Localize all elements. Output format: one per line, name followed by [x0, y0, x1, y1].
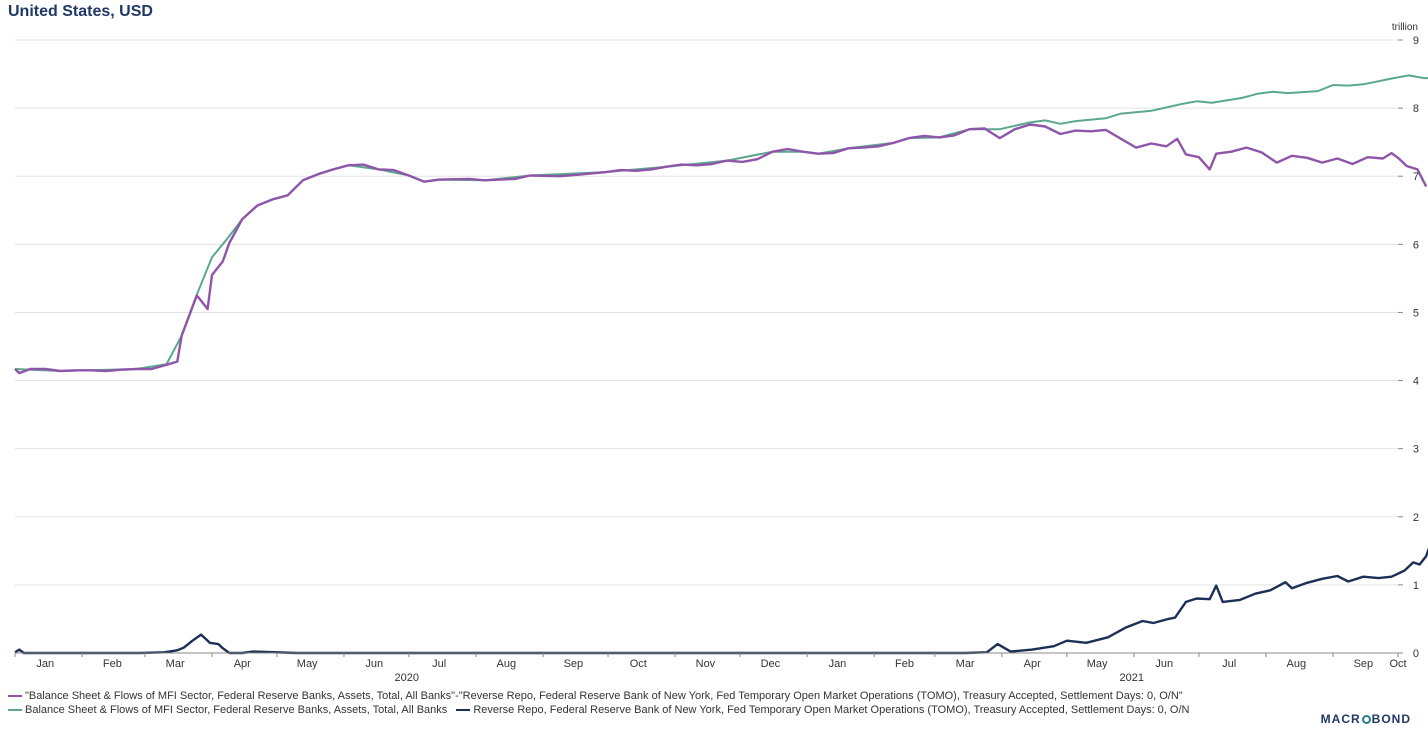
x-tick-label: Feb [103, 658, 122, 670]
x-tick-label: Feb [895, 658, 914, 670]
legend-item-repo: Reverse Repo, Federal Reserve Bank of Ne… [456, 704, 1189, 716]
x-tick-label: Aug [1286, 658, 1306, 670]
x-tick-label: Jan [829, 658, 847, 670]
y-tick-label: 9 [1413, 35, 1419, 47]
x-tick-label: Mar [166, 658, 185, 670]
legend-swatch-repo [456, 709, 471, 712]
y-tick-label: 3 [1413, 444, 1419, 456]
legend-label-diff: "Balance Sheet & Flows of MFI Sector, Fe… [25, 690, 1183, 702]
x-tick-label: Apr [234, 658, 251, 670]
y-tick-label: 2 [1413, 512, 1419, 524]
x-tick-label: Oct [1389, 658, 1406, 670]
chart-title: United States, USD [8, 3, 153, 20]
grid [15, 39, 1398, 654]
x-year-label: 2020 [394, 672, 418, 684]
x-tick-label: Jul [1222, 658, 1236, 670]
x-tick-label: Aug [497, 658, 517, 670]
series-line-diff [14, 123, 1428, 375]
x-tick-label: Sep [564, 658, 584, 670]
x-tick-label: Nov [696, 658, 716, 670]
series-line-assets [14, 74, 1428, 372]
x-tick-label: Jun [1155, 658, 1173, 670]
legend-label-repo: Reverse Repo, Federal Reserve Bank of Ne… [473, 704, 1190, 716]
axes: 0 1 2 3 4 5 6 7 8 9 trillion Jan Feb Mar Apr May Jun Jul A… [14, 22, 1419, 684]
y-unit-label: trillion [1392, 22, 1418, 33]
y-tick-label: 5 [1413, 307, 1419, 319]
legend-swatch-assets [8, 709, 22, 712]
x-tick-label: Dec [761, 658, 781, 670]
legend-swatch-diff [8, 695, 22, 698]
x-tick-label: Apr [1024, 658, 1041, 670]
y-tick-label: 6 [1413, 239, 1419, 251]
x-year-label: 2021 [1120, 672, 1144, 684]
macrobond-logo: MACR BOND [1320, 712, 1411, 726]
series-line-repo [14, 547, 1428, 655]
x-tick-label: May [1087, 658, 1108, 670]
x-tick-label: Jan [36, 658, 54, 670]
legend-label-assets: Balance Sheet & Flows of MFI Sector, Fed… [25, 704, 448, 716]
line-chart: 0 1 2 3 4 5 6 7 8 9 trillion Jan Feb Mar Apr May Jun Jul A… [14, 22, 1428, 684]
y-tick-label: 7 [1413, 171, 1419, 183]
x-tick-label: Mar [956, 658, 975, 670]
x-tick-label: Jun [365, 658, 383, 670]
legend-item-diff: "Balance Sheet & Flows of MFI Sector, Fe… [8, 690, 1195, 702]
x-tick-label: Jul [432, 658, 446, 670]
x-tick-label: Oct [630, 658, 647, 670]
y-tick-label: 1 [1413, 580, 1419, 592]
y-tick-label: 4 [1413, 376, 1419, 388]
legend: "Balance Sheet & Flows of MFI Sector, Fe… [8, 690, 1195, 716]
legend-item-assets: Balance Sheet & Flows of MFI Sector, Fed… [8, 704, 447, 716]
y-tick-label: 0 [1413, 648, 1419, 660]
legend-row-2: Balance Sheet & Flows of MFI Sector, Fed… [8, 704, 1195, 716]
y-tick-label: 8 [1413, 103, 1419, 115]
series-lines [14, 74, 1428, 655]
x-tick-label: May [297, 658, 318, 670]
x-tick-label: Sep [1354, 658, 1374, 670]
